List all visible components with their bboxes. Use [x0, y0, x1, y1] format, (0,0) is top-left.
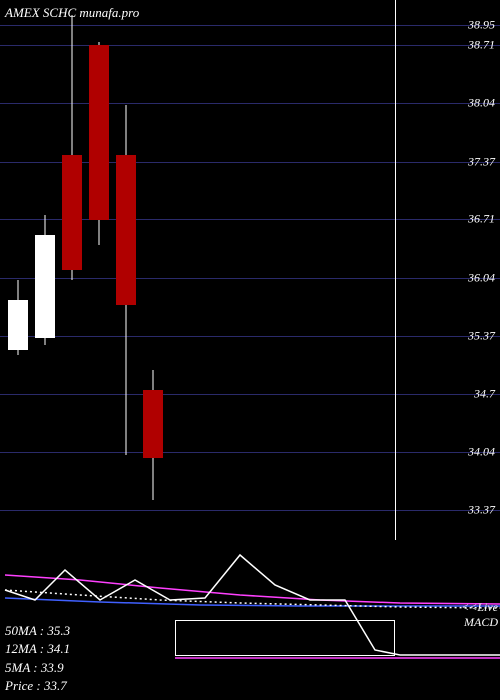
- stats-block: 50MA : 35.312MA : 34.15MA : 33.9Price : …: [5, 622, 70, 695]
- chart-header: AMEX SCHC munafa.pro: [5, 5, 139, 21]
- candle: [116, 0, 136, 540]
- candle: [62, 0, 82, 540]
- price-label: 35.37: [468, 329, 495, 344]
- candle: [143, 0, 163, 540]
- live-label: MACD: [464, 615, 498, 630]
- price-label: 33.37: [468, 503, 495, 518]
- candle: [89, 0, 109, 540]
- price-label: 36.04: [468, 271, 495, 286]
- live-label: <<Live: [461, 600, 498, 615]
- price-chart-area: 38.95 38.71 38.04 37.37 36.71 36.04 35.37 34.7 3…: [0, 0, 500, 540]
- price-label: 38.04: [468, 96, 495, 111]
- price-label: 34.04: [468, 445, 495, 460]
- candle: [8, 0, 28, 540]
- price-label: 38.71: [468, 38, 495, 53]
- chart-container: AMEX SCHC munafa.pro 38.95 38.71 38.04 37.3…: [0, 0, 500, 700]
- stat-line: 5MA : 33.9: [5, 659, 70, 677]
- stat-line: 50MA : 35.3: [5, 622, 70, 640]
- stat-line: Price : 33.7: [5, 677, 70, 695]
- price-label: 37.37: [468, 155, 495, 170]
- cursor-vline: [395, 0, 396, 540]
- price-label: 36.71: [468, 212, 495, 227]
- price-label: 38.95: [468, 18, 495, 33]
- stat-line: 12MA : 34.1: [5, 640, 70, 658]
- indicator-box: [175, 620, 395, 656]
- candle: [35, 0, 55, 540]
- price-label: 34.7: [474, 387, 495, 402]
